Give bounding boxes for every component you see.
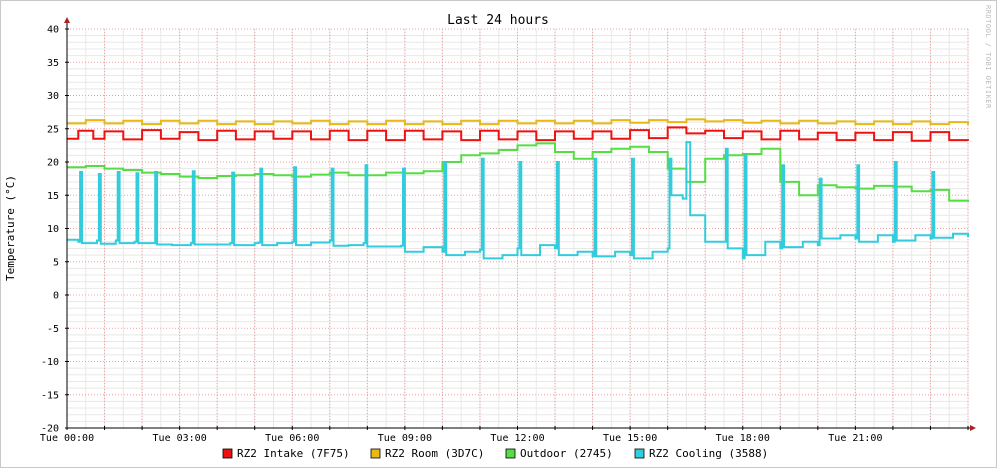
series-line-1 <box>67 126 969 142</box>
x-tick-label: Tue 06:00 <box>265 433 319 444</box>
legend-swatch <box>370 448 381 459</box>
watermark: RRDTOOL / TOBI OETIKER <box>984 5 992 109</box>
x-tick-label: Tue 18:00 <box>716 433 770 444</box>
y-tick-label: 0 <box>53 291 59 302</box>
legend-label: RZ2 Cooling (3588) <box>649 447 768 460</box>
x-tick-label: Tue 09:00 <box>378 433 432 444</box>
series-line-2 <box>67 118 969 126</box>
legend-label: RZ2 Room (3D7C) <box>385 447 484 460</box>
y-tick-label: -20 <box>41 424 59 435</box>
y-tick-label: -10 <box>41 357 59 368</box>
y-tick-label: 30 <box>47 91 59 102</box>
legend-label: Outdoor (2745) <box>520 447 613 460</box>
series-layer <box>67 118 969 260</box>
y-tick-label: 35 <box>47 58 59 69</box>
y-tick-label: 5 <box>53 257 59 268</box>
x-tick-label: Tue 21:00 <box>828 433 882 444</box>
y-tick-label: -15 <box>41 390 59 401</box>
y-tick-label: 40 <box>47 25 59 36</box>
legend-swatch <box>505 448 516 459</box>
y-axis-arrow <box>64 17 70 23</box>
y-tick-label: 25 <box>47 124 59 135</box>
x-tick-label: Tue 03:00 <box>153 433 207 444</box>
legend-swatch <box>634 448 645 459</box>
y-tick-label: 10 <box>47 224 59 235</box>
grid <box>66 28 969 429</box>
legend-swatch <box>222 448 233 459</box>
y-tick-label: 20 <box>47 158 59 169</box>
chart-title: Last 24 hours <box>447 13 549 28</box>
axes <box>64 17 976 431</box>
y-tick-label: 15 <box>47 191 59 202</box>
legend-label: RZ2 Intake (7F75) <box>237 447 350 460</box>
x-tick-label: Tue 12:00 <box>490 433 544 444</box>
x-tick-label: Tue 00:00 <box>40 433 94 444</box>
y-tick-label: -5 <box>47 324 59 335</box>
x-axis-arrow <box>970 425 976 431</box>
x-tick-label: Tue 15:00 <box>603 433 657 444</box>
series-line-4 <box>67 141 969 260</box>
legend: RZ2 Intake (7F75) RZ2 Room (3D7C) Outdoor … <box>222 447 768 460</box>
y-axis-label: Temperature (°C) <box>4 175 17 281</box>
